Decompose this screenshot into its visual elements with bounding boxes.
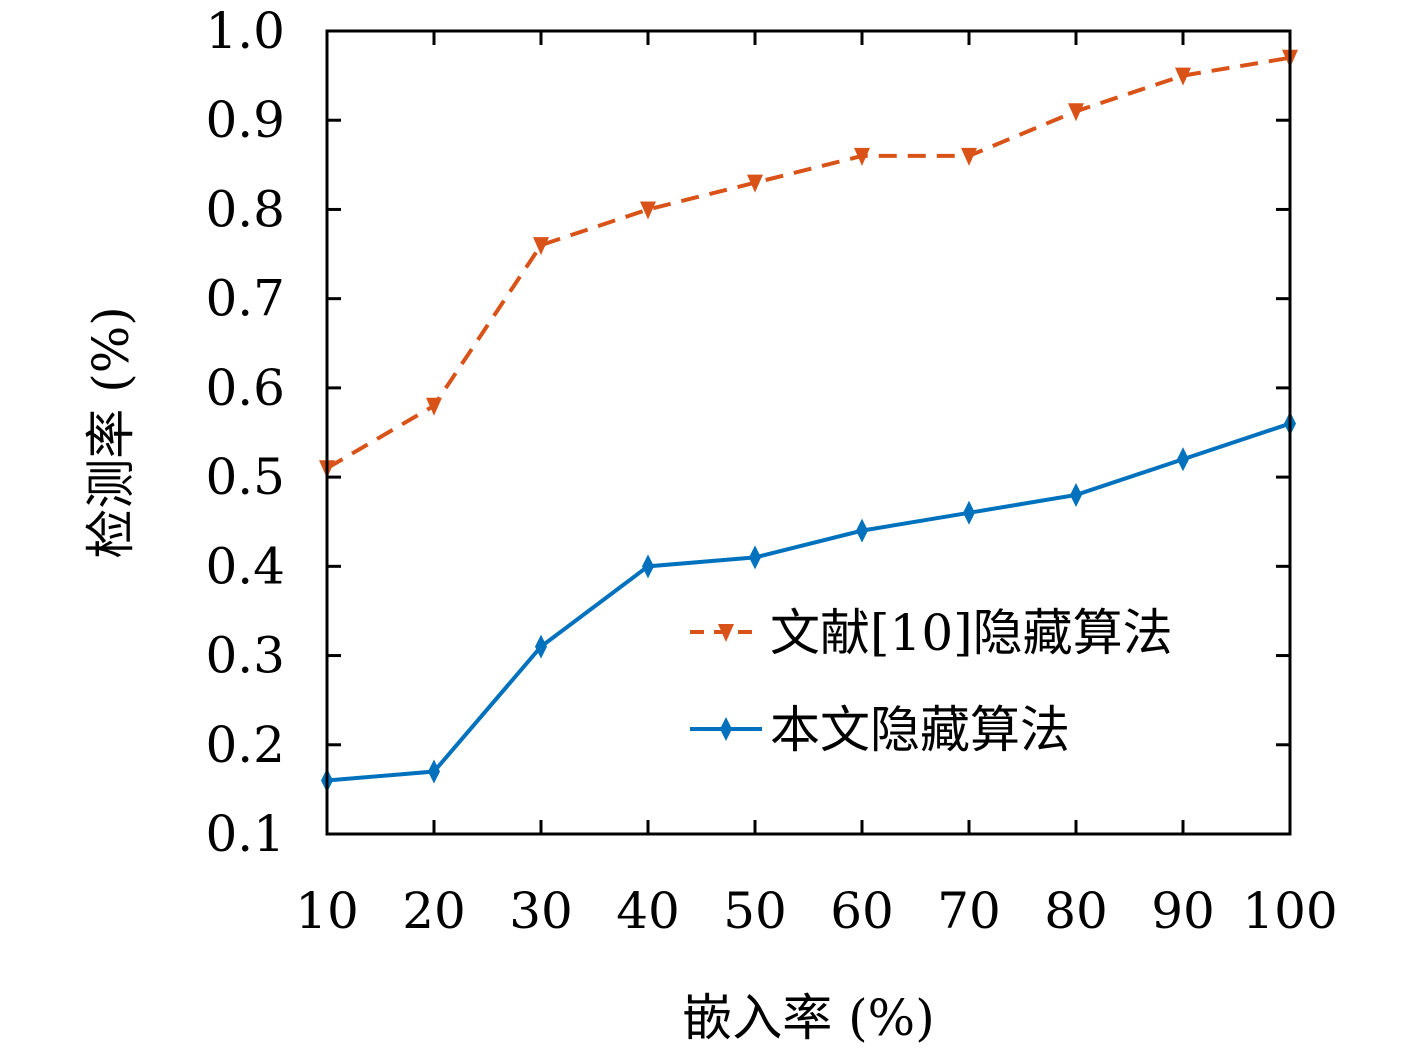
legend-marker — [718, 624, 734, 642]
data-point — [1177, 447, 1189, 472]
data-point — [428, 759, 440, 784]
series-0 — [319, 49, 1298, 479]
y-tick-label: 0.9 — [205, 91, 285, 149]
x-tick-label: 40 — [616, 882, 680, 940]
axis-ticks: 10 20 30 40 50 60 70 80 90 100 0.1 0.2 0.3 0.4 0.5 0.6 0… — [205, 2, 1337, 940]
data-point — [640, 201, 656, 220]
y-tick-label: 0.6 — [205, 359, 285, 417]
series-layer — [319, 49, 1298, 793]
data-point — [642, 554, 654, 579]
y-tick-label: 1.0 — [205, 2, 285, 60]
data-point — [747, 174, 763, 193]
legend-label: 文献[10]隐藏算法 — [770, 604, 1173, 662]
y-tick-label: 0.8 — [205, 180, 285, 238]
x-axis-title: 嵌入率 (%) — [682, 989, 934, 1047]
x-tick-label: 60 — [830, 882, 894, 940]
series-line — [326, 421, 1291, 783]
data-point — [854, 147, 870, 166]
data-point — [535, 634, 547, 659]
y-tick-label: 0.3 — [205, 627, 285, 685]
x-tick-label: 80 — [1044, 882, 1108, 940]
data-point — [749, 545, 761, 570]
y-tick-label: 0.1 — [205, 805, 285, 863]
x-tick-label: 50 — [723, 882, 787, 940]
legend-label: 本文隐藏算法 — [770, 701, 1070, 759]
data-point — [963, 500, 975, 525]
series-1 — [321, 411, 1296, 793]
data-point — [856, 518, 868, 543]
data-point — [426, 397, 442, 416]
y-tick-label: 0.4 — [205, 537, 285, 595]
data-point — [961, 147, 977, 166]
y-tick-label: 0.5 — [205, 448, 285, 506]
series-line — [325, 55, 1291, 470]
x-tick-label: 90 — [1151, 882, 1215, 940]
data-point — [1068, 103, 1084, 122]
x-tick-label: 10 — [295, 882, 359, 940]
data-point — [1070, 482, 1082, 507]
x-tick-label: 100 — [1242, 882, 1337, 940]
x-tick-label: 70 — [937, 882, 1001, 940]
y-axis-title: 检测率 (%) — [82, 306, 140, 558]
legend-item: 文献[10]隐藏算法 — [690, 604, 1173, 662]
x-tick-label: 20 — [402, 882, 466, 940]
legend-item: 本文隐藏算法 — [690, 701, 1070, 759]
legend-marker — [720, 717, 732, 741]
plot-frame — [325, 29, 1292, 836]
x-tick-label: 30 — [509, 882, 573, 940]
y-tick-label: 0.2 — [205, 716, 285, 774]
data-point — [1175, 67, 1191, 86]
data-point — [533, 237, 549, 256]
y-tick-label: 0.7 — [205, 270, 285, 328]
